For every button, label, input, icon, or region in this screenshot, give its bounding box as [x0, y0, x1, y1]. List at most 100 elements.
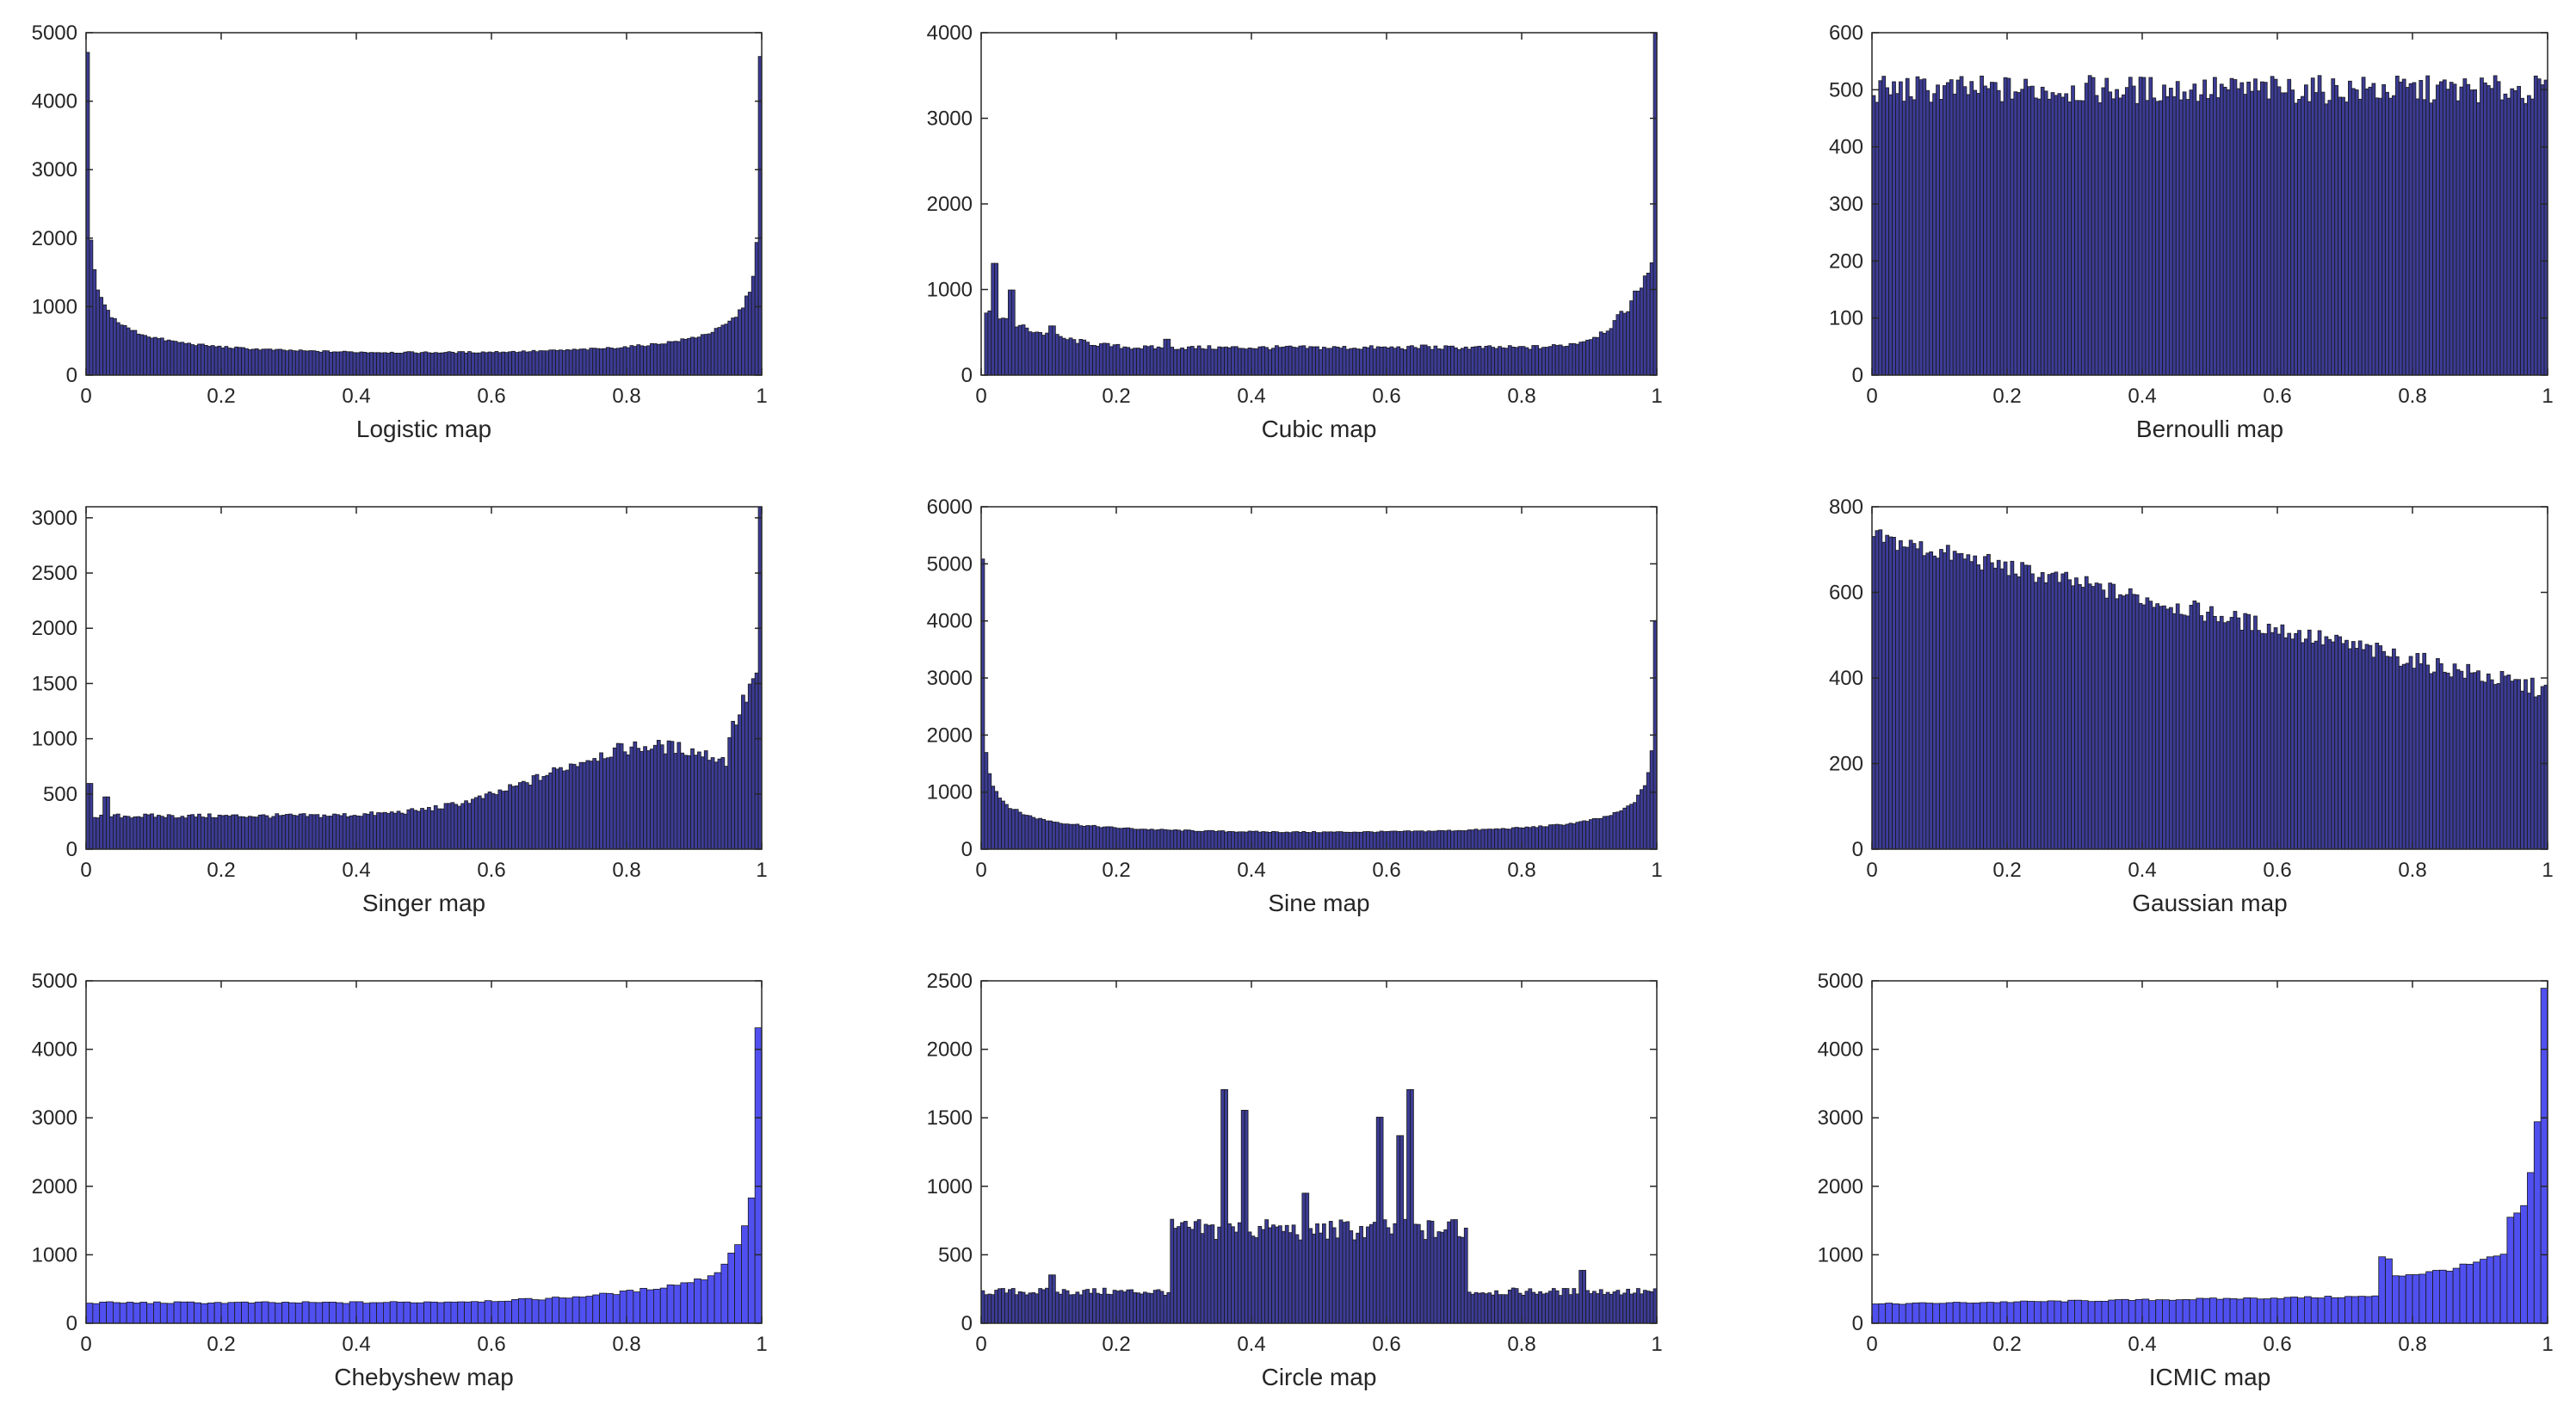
histogram-bar [2134, 102, 2140, 376]
histogram-bar [2209, 94, 2214, 376]
histogram-bar [2175, 81, 2180, 376]
y-tick-label: 5000 [32, 22, 77, 45]
histogram-bar [281, 1302, 289, 1324]
histogram-bar [1203, 348, 1208, 376]
x-tick-label: 0 [1866, 1333, 1877, 1356]
histogram-bar [1426, 346, 1431, 376]
histogram-bar [1308, 1228, 1313, 1324]
histogram-bar [2520, 1205, 2528, 1324]
histogram-bar [136, 816, 141, 850]
histogram-bar [1359, 831, 1363, 850]
histogram-bar [1622, 1292, 1628, 1324]
histogram-bar [2013, 1301, 2022, 1324]
histogram-bar [1649, 750, 1654, 850]
x-axis-label: ICMIC map [2149, 1364, 2271, 1390]
histogram-bar [1054, 822, 1059, 850]
histogram-bar [1159, 1291, 1164, 1324]
histogram-bar [1498, 1294, 1502, 1324]
histogram-bar [2006, 1302, 2015, 1324]
histogram-bar [318, 351, 324, 376]
histogram-bar [552, 767, 556, 850]
histogram-bar [139, 334, 145, 376]
histogram-bar [294, 815, 300, 850]
histogram-bar [1078, 825, 1084, 850]
histogram-bar [1058, 336, 1063, 376]
x-tick-label: 0.6 [2263, 1333, 2291, 1356]
histogram-bar [1035, 1293, 1040, 1324]
histogram-bar [1457, 348, 1461, 376]
x-tick-label: 0.4 [342, 385, 370, 408]
histogram-bar [2239, 82, 2245, 376]
histogram-bar [382, 352, 387, 376]
histogram-bar [2540, 988, 2548, 1324]
histogram-bar [653, 343, 658, 376]
histogram-bar [724, 324, 729, 376]
histogram-bar [2476, 102, 2480, 376]
histogram-bar [1254, 348, 1259, 376]
histogram-bar [106, 1301, 114, 1324]
histogram-bar [1210, 1224, 1215, 1324]
histogram-bar [1159, 347, 1164, 376]
histogram-bar [417, 810, 421, 850]
histogram-bar [1922, 78, 1927, 376]
histogram-bar [2381, 650, 2386, 850]
histogram-bar [1918, 79, 1924, 376]
histogram-bar [1004, 1292, 1009, 1324]
histogram-bar [1183, 829, 1188, 850]
y-tick-label: 500 [938, 1243, 973, 1266]
histogram-bar [183, 342, 188, 376]
histogram-bar [1399, 1135, 1405, 1324]
histogram-bar [224, 346, 229, 376]
histogram-bar [1572, 823, 1577, 850]
histogram-bar [1646, 273, 1651, 376]
x-axis-label: Logistic map [356, 416, 491, 442]
histogram-bar [2111, 583, 2116, 850]
histogram-bar [2027, 564, 2031, 850]
histogram-bar [1393, 1223, 1398, 1324]
histogram-bar [1359, 348, 1363, 376]
histogram-bar [2401, 663, 2406, 850]
histogram-bar [1301, 345, 1307, 376]
histogram-bar [1200, 1233, 1205, 1324]
histogram-bar [747, 683, 752, 850]
histogram-bar [673, 341, 678, 376]
histogram-bar [2017, 92, 2022, 376]
x-tick-label: 0.6 [477, 859, 505, 882]
histogram-bar [1966, 554, 1971, 850]
histogram-bar [1943, 552, 1947, 850]
histogram-bar [1510, 347, 1516, 376]
histogram-bar [2317, 1297, 2326, 1324]
histogram-bar [150, 813, 154, 850]
histogram-bar [257, 814, 263, 850]
x-axis-label: Singer map [362, 890, 485, 916]
histogram-bar [1189, 346, 1195, 376]
histogram-bar [1014, 1294, 1019, 1324]
histogram-bar [2405, 87, 2410, 376]
histogram-bar [1447, 345, 1451, 376]
histogram-bar [501, 351, 506, 376]
histogram-bar [1102, 1287, 1107, 1324]
x-axis-label: Circle map [1262, 1364, 1377, 1390]
histogram-bar [2036, 98, 2042, 376]
histogram-bar [1514, 827, 1519, 850]
histogram-bar [1291, 831, 1296, 850]
histogram-bar [417, 1302, 424, 1324]
histogram-bar [2067, 1299, 2075, 1324]
histogram-bar [1024, 1294, 1029, 1324]
histogram-bar [308, 814, 313, 850]
histogram-bar [1065, 339, 1070, 376]
histogram-bar [2327, 638, 2332, 850]
histogram-bar [1207, 345, 1212, 376]
histogram-bar [1133, 829, 1137, 850]
histogram-bar [2297, 99, 2301, 376]
histogram-bar [656, 343, 661, 376]
x-tick-label: 0.6 [1372, 1333, 1400, 1356]
histogram-bar [264, 815, 269, 850]
histogram-bar [1048, 325, 1053, 376]
histogram-bar [1342, 831, 1347, 850]
histogram-bar [1491, 347, 1495, 376]
x-tick-label: 0.4 [342, 1333, 370, 1356]
histogram-bar [2209, 606, 2214, 850]
histogram-bar [1170, 829, 1175, 850]
